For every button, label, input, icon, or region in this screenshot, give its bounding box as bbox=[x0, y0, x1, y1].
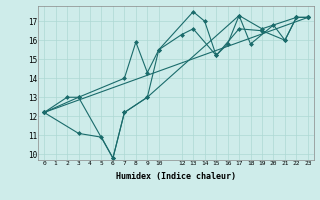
X-axis label: Humidex (Indice chaleur): Humidex (Indice chaleur) bbox=[116, 172, 236, 181]
